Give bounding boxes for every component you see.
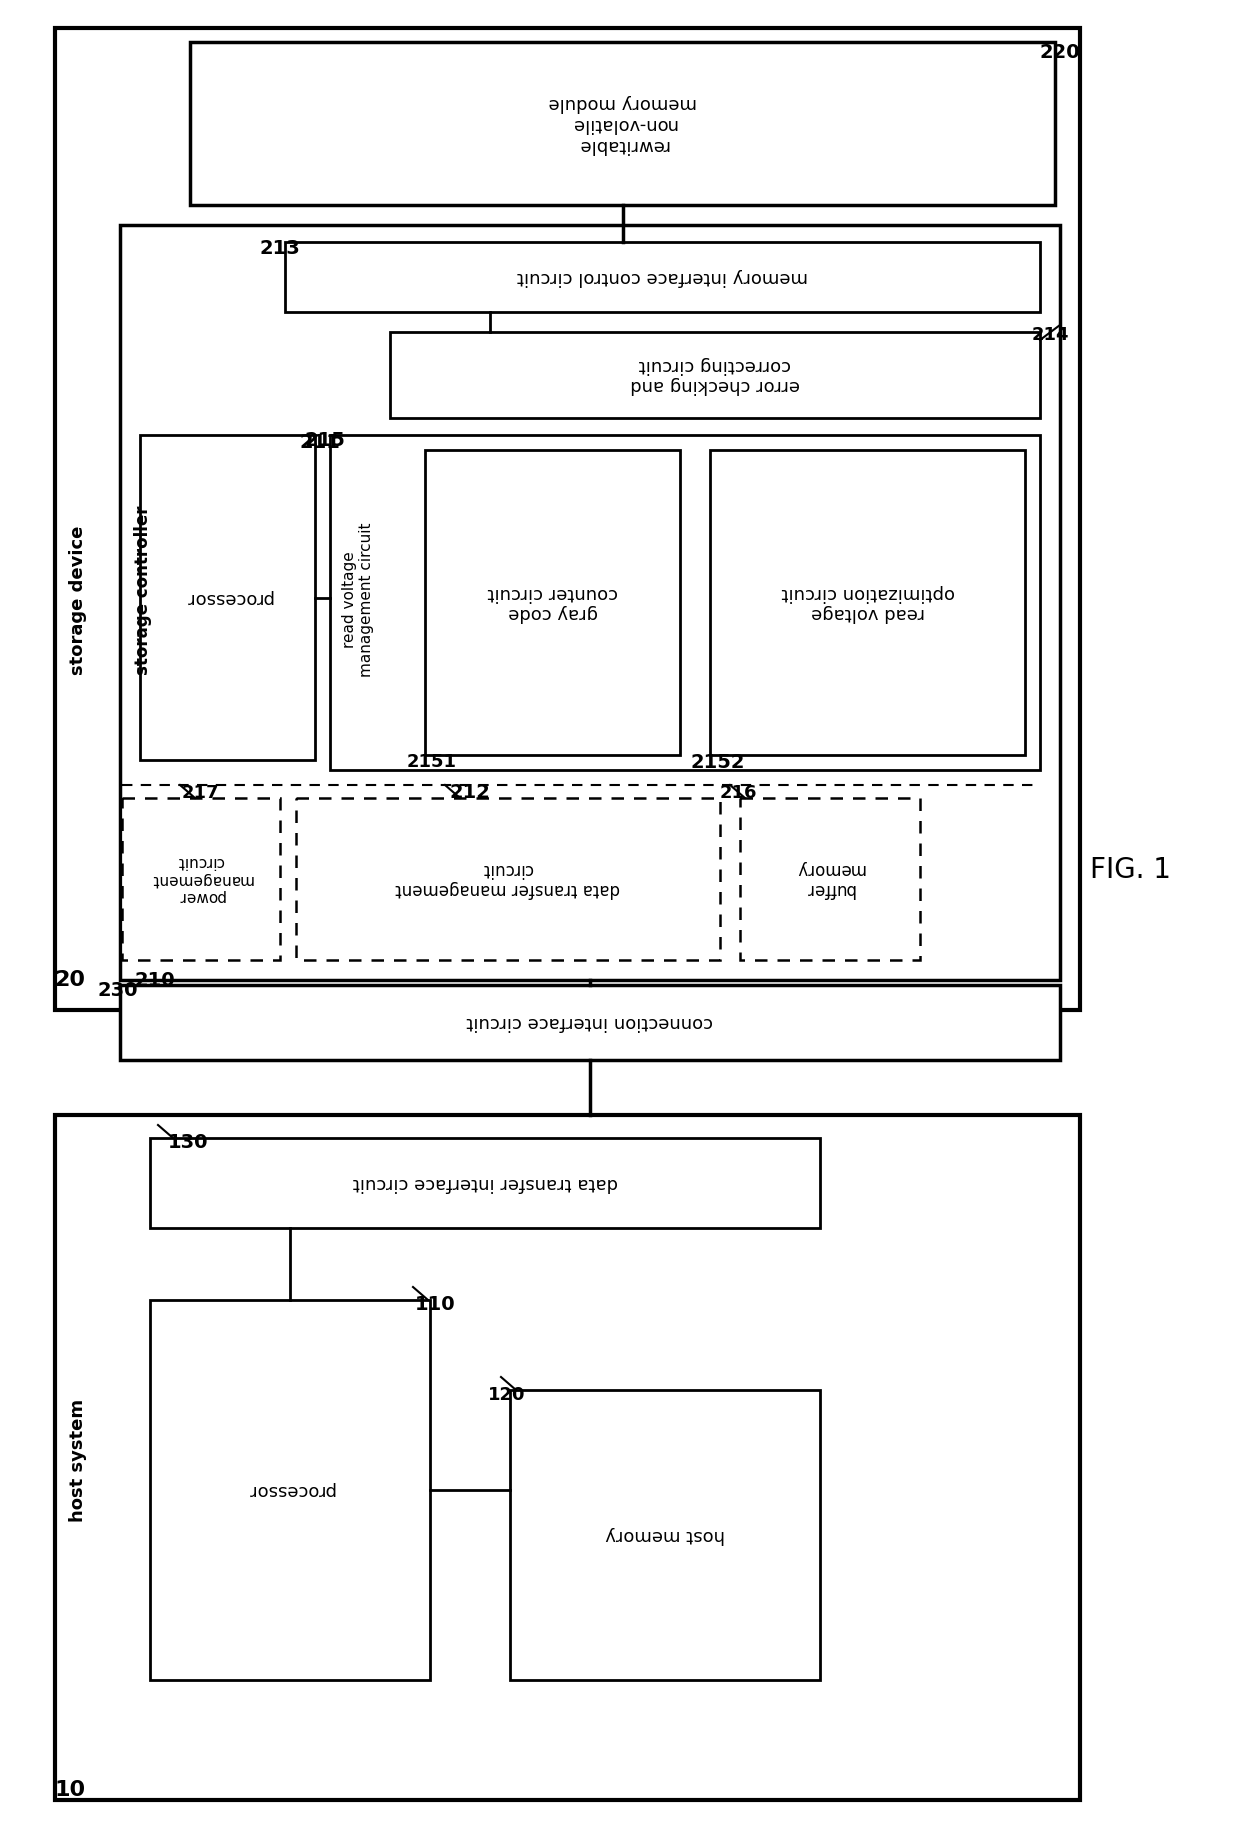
Text: data transfer management
circuit: data transfer management circuit — [396, 859, 620, 898]
Text: processor: processor — [246, 1480, 334, 1499]
Bar — [510, 1390, 820, 1680]
Bar — [120, 225, 1060, 980]
Bar — [190, 42, 1055, 205]
Bar — [425, 451, 680, 755]
Text: gray code
counter circuit: gray code counter circuit — [487, 584, 619, 623]
Bar — [140, 434, 315, 760]
Text: 120: 120 — [489, 1387, 526, 1403]
Text: memory interface control circuit: memory interface control circuit — [517, 267, 808, 286]
Text: FIG. 1: FIG. 1 — [1090, 856, 1171, 885]
Text: processor: processor — [184, 590, 272, 606]
Text: 230: 230 — [98, 980, 138, 1000]
Text: 2151: 2151 — [407, 753, 458, 771]
Text: 210: 210 — [135, 971, 175, 989]
Text: 110: 110 — [414, 1295, 455, 1315]
Bar — [285, 242, 1040, 311]
Text: 20: 20 — [55, 969, 86, 989]
Text: 215: 215 — [305, 431, 346, 449]
Text: 130: 130 — [167, 1134, 208, 1152]
Bar — [711, 451, 1025, 755]
Text: host memory: host memory — [605, 1526, 725, 1544]
Text: connection interface circuit: connection interface circuit — [466, 1013, 713, 1031]
Text: 212: 212 — [450, 784, 491, 802]
Bar — [122, 799, 280, 960]
Text: 2152: 2152 — [691, 753, 745, 771]
Text: 217: 217 — [181, 784, 218, 802]
Text: storage device: storage device — [69, 526, 87, 674]
Bar — [150, 1138, 820, 1227]
Text: 216: 216 — [719, 784, 756, 802]
Text: 211: 211 — [300, 432, 341, 451]
Bar — [150, 1301, 430, 1680]
Text: read voltage
management circuit: read voltage management circuit — [342, 522, 374, 678]
Bar — [55, 1116, 1080, 1801]
Text: 10: 10 — [55, 1781, 86, 1801]
Bar — [330, 434, 1040, 769]
Text: 213: 213 — [259, 238, 300, 258]
Text: rewritable
non-volatile
memory module: rewritable non-volatile memory module — [549, 93, 697, 154]
Text: 220: 220 — [1039, 42, 1080, 62]
Bar — [55, 27, 1080, 1009]
Text: power
management
circuit: power management circuit — [150, 854, 252, 903]
Bar — [740, 799, 920, 960]
Text: buffer
memory: buffer memory — [795, 859, 864, 898]
Bar — [391, 332, 1040, 418]
Text: 214: 214 — [1032, 326, 1069, 344]
Text: error checking and
correcting circuit: error checking and correcting circuit — [630, 355, 800, 394]
Text: host system: host system — [69, 1398, 87, 1522]
Text: storage controller: storage controller — [134, 506, 153, 674]
Text: data transfer interface circuit: data transfer interface circuit — [352, 1174, 618, 1193]
Text: read voltage
optimization circuit: read voltage optimization circuit — [781, 584, 955, 623]
Bar — [296, 799, 720, 960]
Bar — [120, 986, 1060, 1061]
